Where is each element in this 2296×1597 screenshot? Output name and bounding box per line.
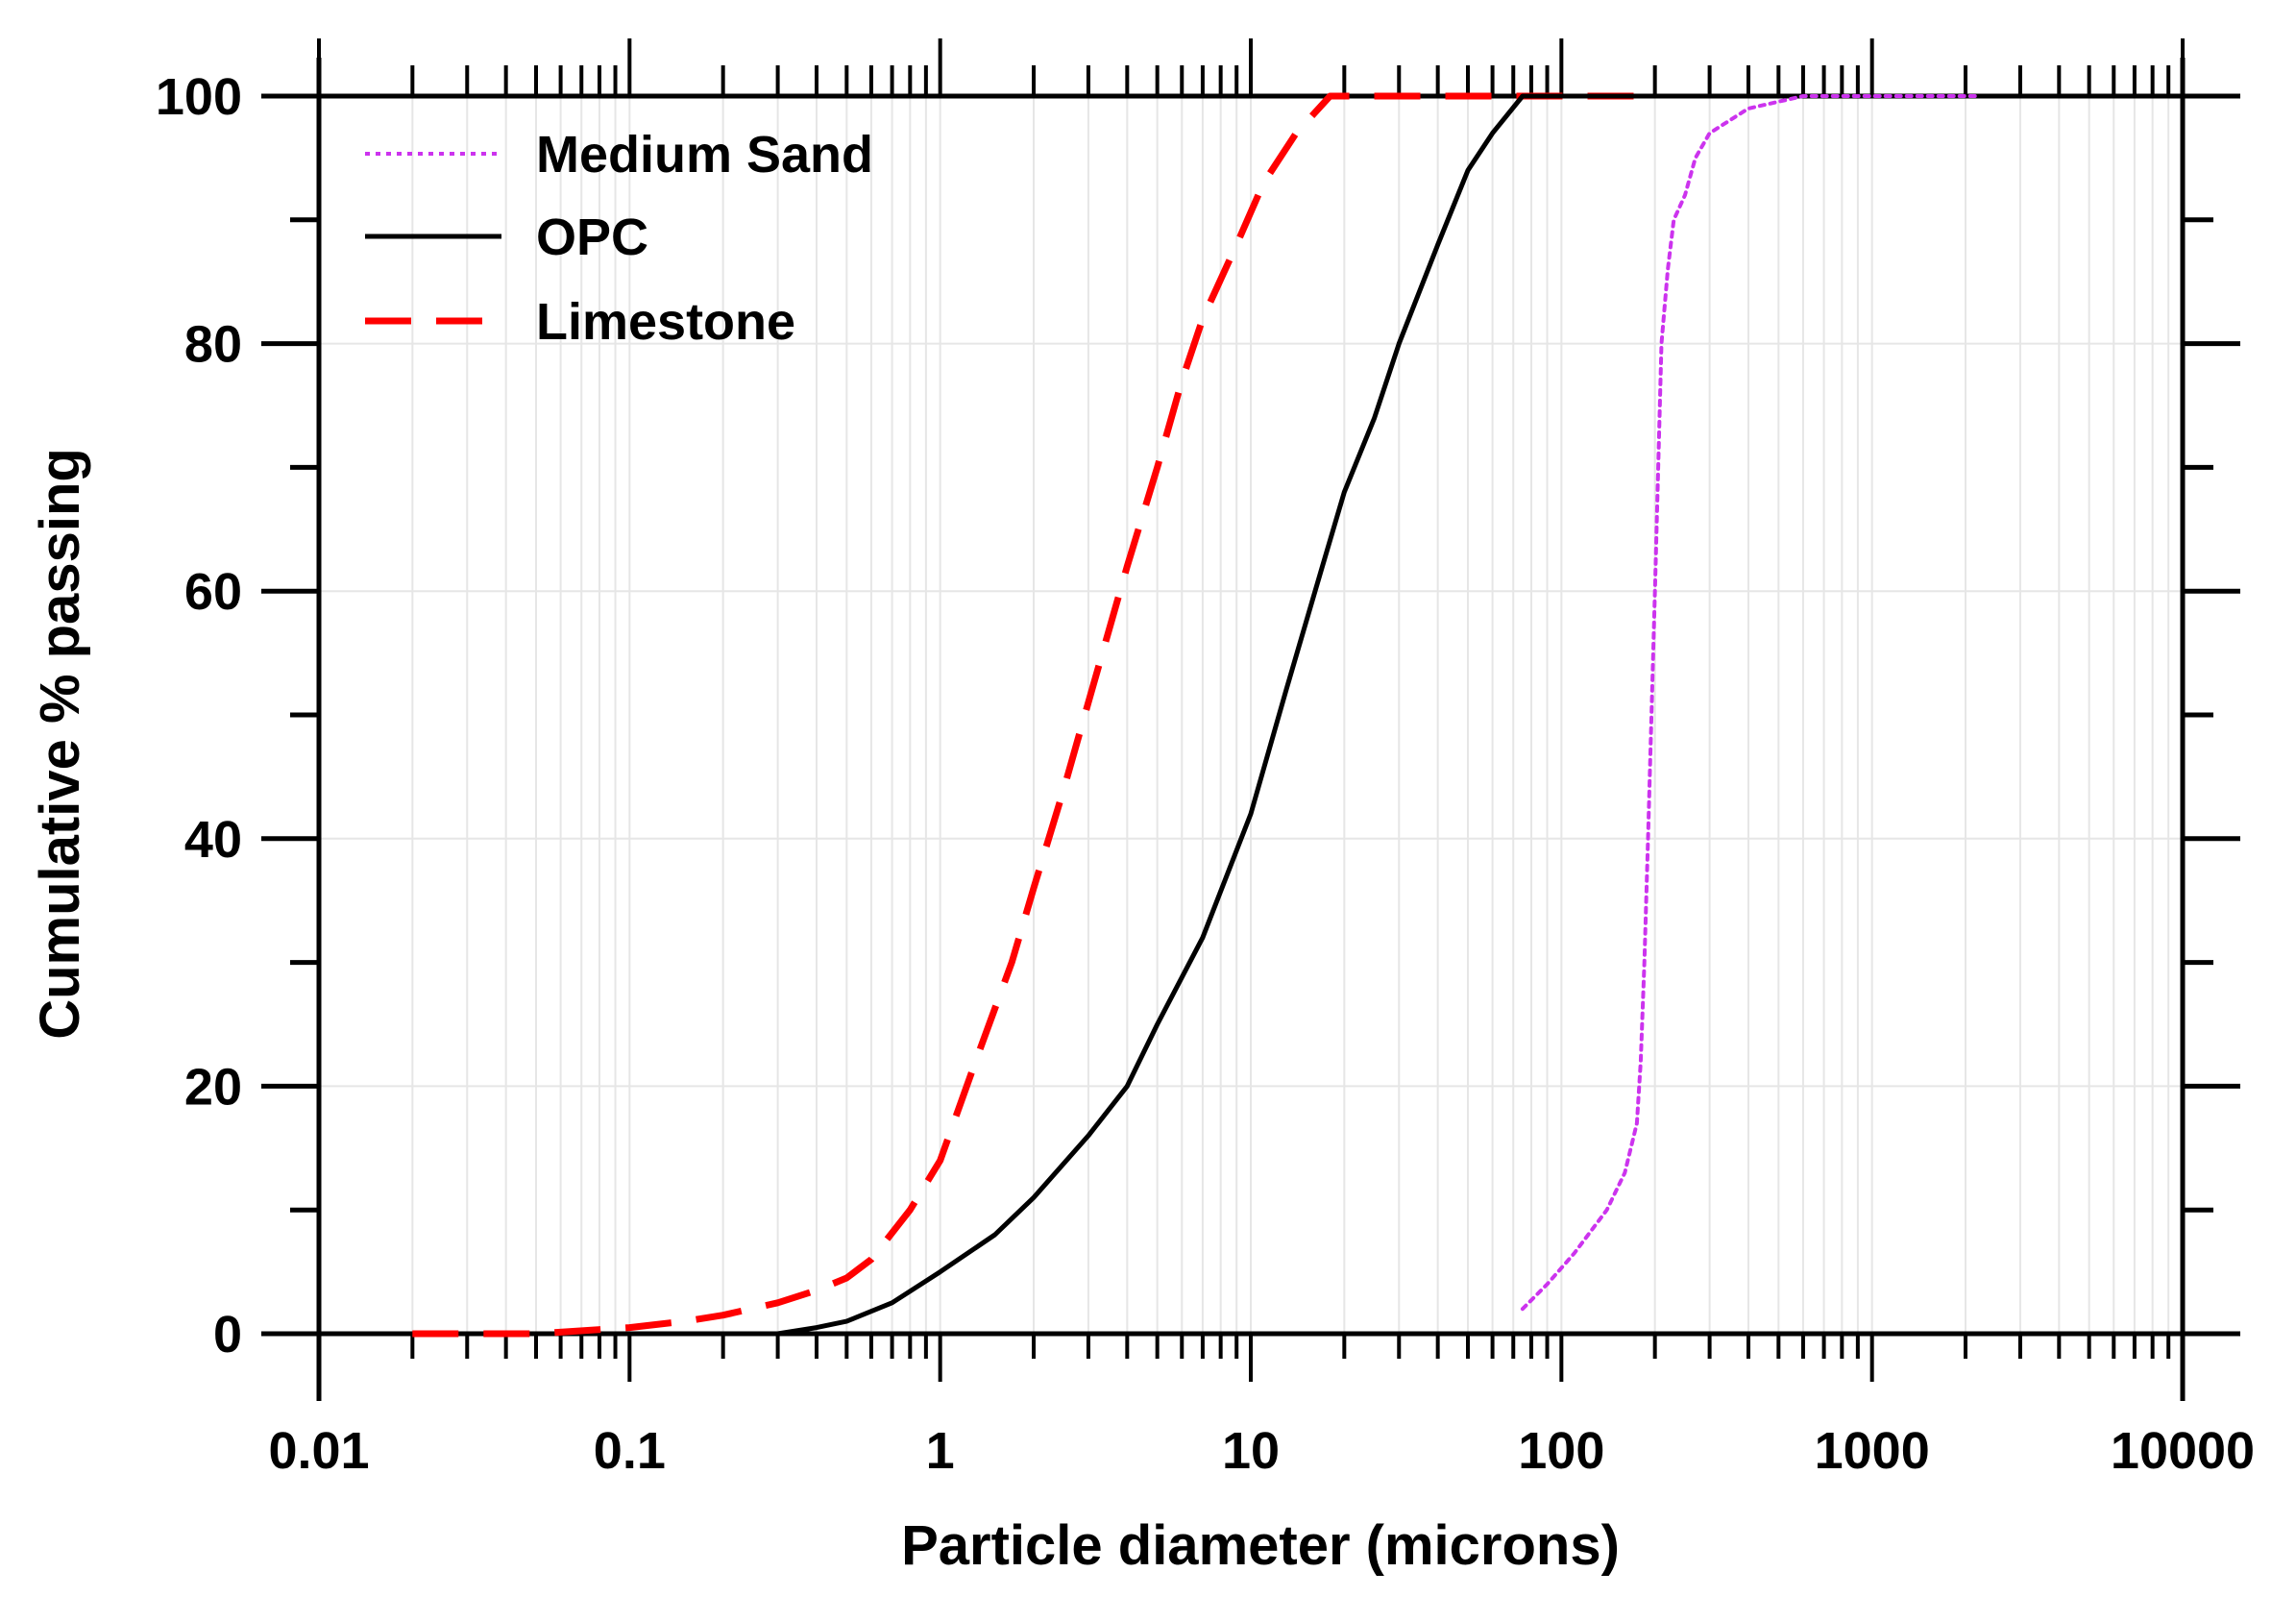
x-tick-label: 10 [1222, 1422, 1280, 1480]
y-tick-label: 20 [184, 1058, 242, 1116]
x-axis-title: Particle diameter (microns) [901, 1514, 1620, 1577]
legend-label-limestone: Limestone [536, 293, 795, 351]
x-tick-label: 0.1 [594, 1422, 666, 1480]
series-line-limestone [412, 92, 1655, 1338]
series-lines [412, 92, 1981, 1338]
y-axis-title: Cumulative % passing [29, 448, 91, 1040]
x-tick-label: 100 [1518, 1422, 1604, 1480]
y-tick-label: 80 [184, 316, 242, 374]
x-tick-label: 0.01 [268, 1422, 369, 1480]
y-tick-label: 60 [184, 563, 242, 621]
legend-label-opc: OPC [536, 209, 648, 266]
y-tick-label: 100 [156, 68, 242, 126]
x-tick-label: 1000 [1815, 1422, 1930, 1480]
legend-label-medium-sand: Medium Sand [536, 126, 873, 184]
series-line-medium-sand [1520, 94, 1981, 1312]
y-tick-label: 40 [184, 811, 242, 869]
axis-labels: 0.01 0.1 1 10 100 1000 10000 0 20 40 60 80 100 Partic… [29, 68, 2255, 1577]
axes [261, 38, 2240, 1401]
gridlines [318, 95, 2183, 1335]
y-tick-label: 0 [213, 1306, 242, 1364]
x-tick-label: 1 [926, 1422, 955, 1480]
series-line-opc [777, 93, 1655, 1337]
legend: Medium Sand OPC Limestone [365, 126, 873, 351]
x-tick-label: 10000 [2111, 1422, 2255, 1480]
